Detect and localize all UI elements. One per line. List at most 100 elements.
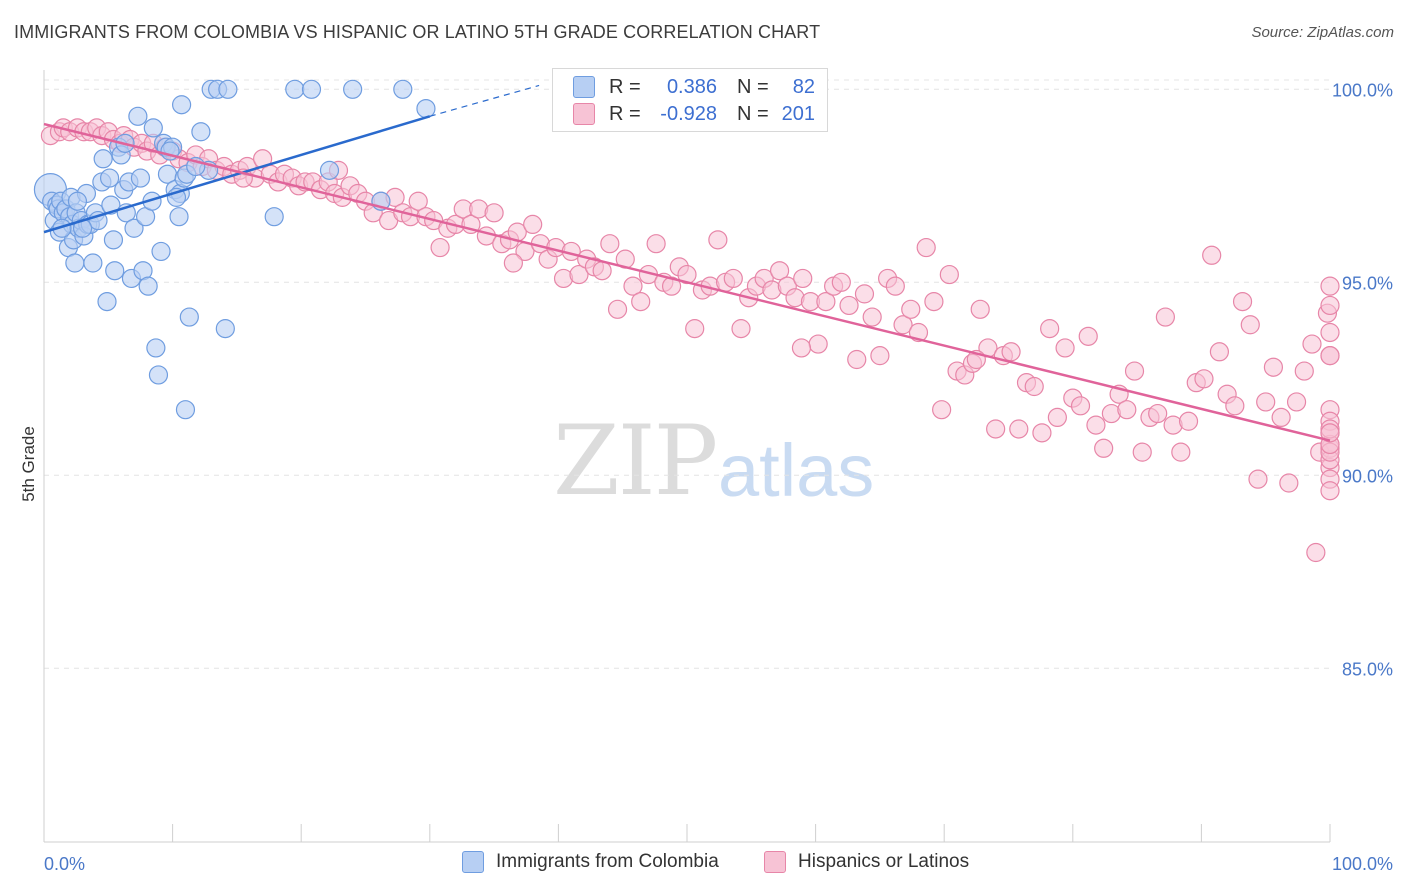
hispanics-point <box>600 234 620 254</box>
hispanics-point <box>939 264 959 285</box>
colombia-point <box>393 79 413 99</box>
hispanics-point <box>408 191 428 211</box>
hispanics-point <box>1240 315 1260 335</box>
hispanics-point <box>970 299 990 319</box>
hispanics-point <box>623 276 643 296</box>
hispanics-point <box>932 400 952 420</box>
hispanics-point <box>569 264 589 285</box>
hispanics-point <box>1320 322 1340 343</box>
colombia-point <box>97 292 117 312</box>
colombia-point <box>146 338 166 358</box>
hispanics-point <box>1047 407 1067 427</box>
colombia-point <box>416 98 436 119</box>
hispanics-point <box>1070 396 1091 416</box>
y-tick-label: 100.0% <box>1332 80 1393 100</box>
chart-title: IMMIGRANTS FROM COLOMBIA VS HISPANIC OR … <box>14 22 821 42</box>
legend-label-hispanics: Hispanics or Latinos <box>798 851 970 872</box>
hispanics-point <box>1286 392 1307 412</box>
colombia-point <box>130 168 151 188</box>
colombia-point <box>67 191 88 211</box>
colombia-point <box>138 276 158 296</box>
colombia-point <box>264 207 284 227</box>
hispanics-point <box>1001 342 1021 362</box>
legend-r-label: R = <box>609 75 641 98</box>
stats-legend: R = 0.386 N = 82 R = -0.928 N = 201 <box>552 68 828 132</box>
y-tick-label: 90.0% <box>1342 466 1393 486</box>
colombia-point <box>179 307 199 327</box>
hispanics-point <box>1009 419 1029 439</box>
hispanics-point <box>1320 423 1340 443</box>
legend-label-colombia: Immigrants from Colombia <box>496 851 719 872</box>
hispanics-point <box>1202 245 1222 265</box>
series-colombia-points <box>33 79 436 420</box>
colombia-point <box>215 319 235 339</box>
source-label: Source: ZipAtlas.com <box>1251 24 1394 41</box>
hispanics-point <box>1155 307 1175 327</box>
y-tick-label: 95.0% <box>1342 273 1393 293</box>
colombia-point <box>151 241 171 262</box>
hispanics-point <box>854 284 875 304</box>
trend-lines <box>43 84 1331 442</box>
legend-swatch-pink <box>573 103 595 125</box>
colombia-point <box>319 160 340 180</box>
hispanics-point <box>1320 346 1340 366</box>
hispanics-point <box>1148 403 1168 424</box>
hispanics-point <box>831 272 851 292</box>
hispanics-point <box>808 334 828 354</box>
hispanics-point <box>1320 295 1340 316</box>
hispanics-point <box>430 237 450 258</box>
hispanics-point <box>1271 407 1291 427</box>
hispanics-point <box>1248 469 1268 489</box>
hispanics-point <box>916 237 936 258</box>
colombia-trend-extension <box>429 84 540 117</box>
hispanics-point <box>1306 542 1326 563</box>
hispanics-point <box>484 203 504 223</box>
colombia-point <box>99 168 120 188</box>
colombia-point <box>343 79 363 99</box>
colombia-trend-line <box>43 115 431 234</box>
legend-swatch-blue <box>573 76 595 98</box>
hispanics-point <box>708 230 728 250</box>
colombia-point <box>169 207 189 227</box>
hispanics-trend-line <box>43 122 1331 442</box>
colombia-point <box>143 118 163 138</box>
x-tick-label-min: 0.0% <box>44 854 85 874</box>
hispanics-point <box>769 261 790 281</box>
hispanics-point <box>1078 326 1098 346</box>
hispanics-point <box>1302 334 1322 354</box>
legend-n-value: 82 <box>792 75 815 98</box>
hispanics-point <box>661 276 682 296</box>
hispanics-point <box>1294 361 1314 381</box>
hispanics-point <box>885 276 905 296</box>
colombia-point <box>103 230 124 250</box>
colombia-point <box>83 253 103 273</box>
hispanics-point <box>1256 392 1276 412</box>
hispanics-point <box>1263 357 1284 377</box>
legend-item-colombia[interactable]: Immigrants from Colombia <box>462 851 719 873</box>
hispanics-point <box>723 268 743 289</box>
hispanics-point <box>924 292 944 312</box>
watermark-zip: ZIP <box>553 405 718 517</box>
hispanics-point <box>793 268 813 289</box>
hispanics-point <box>847 349 867 370</box>
hispanics-point <box>1225 396 1245 416</box>
legend-swatch-pink <box>764 851 786 873</box>
legend-item-hispanics[interactable]: Hispanics or Latinos <box>764 851 969 873</box>
legend-swatch-blue <box>462 851 484 873</box>
legend-row-colombia: R = 0.386 N = 82 <box>573 75 815 99</box>
hispanics-point <box>870 346 890 366</box>
colombia-point <box>301 79 322 99</box>
legend-n-value: 201 <box>781 102 815 125</box>
hispanics-point <box>791 338 812 358</box>
hispanics-point <box>1055 338 1075 358</box>
hispanics-point <box>986 419 1006 439</box>
colombia-point <box>175 400 196 420</box>
colombia-point <box>105 261 125 281</box>
watermark-atlas: atlas <box>718 429 875 512</box>
hispanics-point <box>646 234 666 254</box>
hispanics-point <box>1086 415 1106 435</box>
hispanics-point <box>1124 361 1145 381</box>
colombia-point <box>124 218 144 238</box>
hispanics-point <box>1320 481 1340 501</box>
